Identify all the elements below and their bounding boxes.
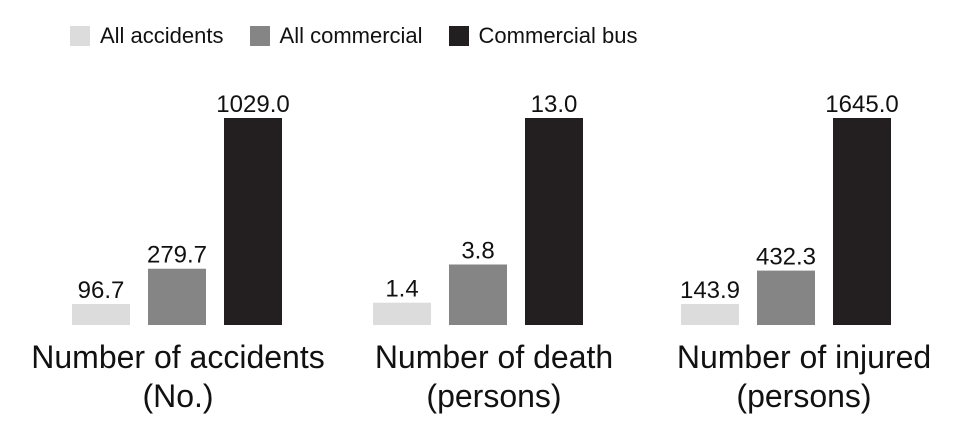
legend-item-all-commercial: All commercial [249,23,423,49]
legend-item-all-accidents: All accidents [70,23,224,49]
category-unit-label: (persons) [426,378,561,414]
data-label: 3.8 [461,237,494,264]
panel-number-of-accidents: 96.7 279.7 1029.0 Number of accidents(No.) [31,91,324,414]
bar-all-accidents [72,304,130,325]
legend-swatch-all-accidents [70,26,90,46]
bar-all-accidents [681,304,739,325]
legend-item-commercial-bus: Commercial bus [448,23,638,49]
data-label: 13.0 [531,91,578,118]
category-label: Number of injured [677,339,931,375]
panel-number-of-death: 1.4 3.8 13.0 Number of death(persons) [373,91,613,414]
bar-commercial-bus [224,118,282,325]
bar-all-accidents [373,302,431,325]
category-label: Number of accidents [31,339,324,375]
data-label: 279.7 [147,242,207,269]
legend-label-all-accidents: All accidents [100,23,224,48]
data-label: 143.9 [680,277,740,304]
category-label: Number of death [375,339,613,375]
bar-all-commercial [148,268,206,325]
category-unit-label: (No.) [142,378,213,414]
data-label: 1029.0 [216,91,289,118]
legend-swatch-commercial-bus [448,26,469,46]
data-label: 1.4 [385,276,418,303]
panel-number-of-injured: 143.9 432.3 1645.0 Number of injured(person… [677,91,931,414]
category-unit-label: (persons) [736,378,871,414]
legend-swatch-all-commercial [249,26,270,46]
data-label: 432.3 [756,244,816,271]
bar-commercial-bus [833,118,891,325]
legend-label-commercial-bus: Commercial bus [478,23,638,48]
legend-label-all-commercial: All commercial [279,23,423,48]
bar-commercial-bus [525,118,583,325]
data-label: 1645.0 [825,91,898,118]
data-label: 96.7 [78,277,125,304]
bar-all-commercial [757,270,815,325]
chart-legend: All accidents All commercial Commercial … [70,20,663,52]
bar-all-commercial [449,264,507,325]
